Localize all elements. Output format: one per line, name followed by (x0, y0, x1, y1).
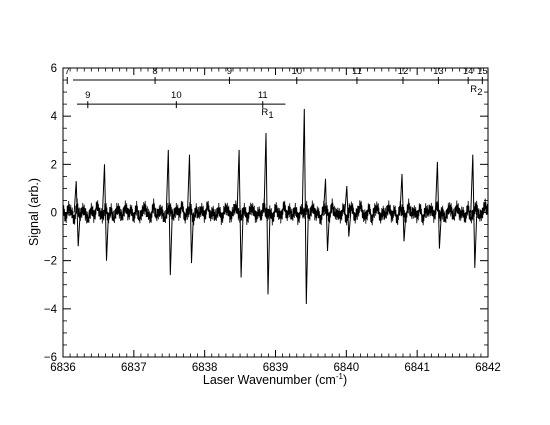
x-tick-label: 6839 (263, 362, 289, 374)
y-tick-label: 6 (51, 63, 57, 75)
spectral-peak (263, 132, 271, 295)
x-tick-label: 6838 (192, 362, 218, 374)
y-tick-label: 4 (51, 111, 58, 123)
axis-tick-labels: 6836 6837 6838 6839 6840 6841 6842 −6 −4 −2 0 2 4 6 (44, 63, 501, 374)
spectral-peak (187, 154, 194, 264)
r2-label-sub: 2 (477, 87, 482, 98)
x-tick-label: 6837 (121, 362, 147, 374)
r1-tick-label: 9 (85, 90, 90, 101)
spectral-peak (236, 149, 244, 278)
r2-label: R (470, 84, 477, 95)
spectral-peak (301, 108, 309, 305)
r2-tick-label: 15 (477, 66, 488, 77)
spectral-peak (344, 185, 352, 237)
x-axis-title: Laser Wavenumber (cm-1) (203, 372, 347, 387)
spectral-peak (73, 181, 81, 247)
y-tick-label: −2 (44, 256, 57, 268)
y-tick-label: 2 (51, 159, 57, 171)
spectral-peak (102, 164, 109, 261)
spectral-peak (470, 154, 478, 268)
x-tick-label: 6841 (404, 362, 430, 374)
spectral-peak (165, 149, 173, 276)
spectral-peak (434, 161, 442, 249)
r2-tick-label: 13 (433, 66, 444, 77)
y-tick-label: −4 (44, 304, 58, 316)
y-tick-label: −6 (44, 352, 57, 364)
y-tick-label: 0 (51, 208, 57, 220)
x-tick-label: 6842 (475, 362, 501, 374)
r2-tick-label: 11 (352, 66, 362, 77)
r1-tick-label: 10 (171, 90, 182, 101)
r2-tick-label: 12 (398, 66, 409, 77)
x-tick-label: 6840 (334, 362, 360, 374)
axis-ticks (62, 67, 489, 358)
x-tick-label: 6836 (50, 362, 76, 374)
x-axis-title-close: ) (343, 373, 347, 387)
r1-label-sub: 1 (268, 110, 273, 121)
r2-tick-label: 8 (152, 66, 157, 77)
rotational-assignments: 7 8 9 10 11 12 13 14 15R 29 10 11R 1 (65, 66, 488, 121)
r1-label: R (261, 107, 268, 118)
r2-tick-label: 7 (65, 66, 70, 77)
r2-tick-label: 9 (227, 66, 232, 77)
y-axis-title: Signal (arb.) (27, 178, 41, 246)
x-axis-title-main: Laser Wavenumber (cm (203, 373, 336, 387)
r2-tick-label: 14 (463, 66, 474, 77)
signal-trace (62, 108, 489, 305)
r2-tick-label: 10 (291, 66, 302, 77)
spectral-peak (323, 178, 330, 252)
r1-tick-label: 11 (258, 90, 268, 101)
baseline-noise (62, 198, 489, 226)
x-axis-title-sup: -1 (336, 372, 344, 381)
spectral-peak (399, 173, 407, 242)
